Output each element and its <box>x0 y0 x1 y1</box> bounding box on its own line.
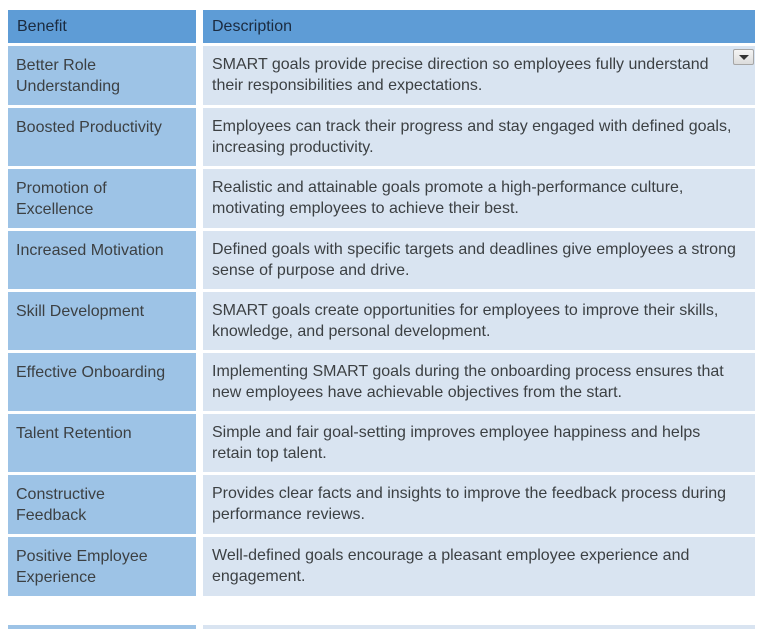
dropdown-button[interactable] <box>733 49 754 65</box>
benefit-cell: Promotion of Excellence <box>8 169 196 228</box>
benefits-table: Benefit Description Better Role Understa… <box>8 10 755 596</box>
description-cell: SMART goals provide precise direction so… <box>203 46 755 105</box>
description-cell: Provides clear facts and insights to imp… <box>203 475 755 534</box>
partial-description-cell <box>203 625 755 629</box>
benefit-cell: Constructive Feedback <box>8 475 196 534</box>
benefit-cell: Skill Development <box>8 292 196 350</box>
description-cell: Well-defined goals encourage a pleasant … <box>203 537 755 596</box>
benefit-cell: Effective Onboarding <box>8 353 196 411</box>
header-cell-description: Description <box>203 10 755 43</box>
benefit-cell: Boosted Productivity <box>8 108 196 166</box>
header-cell-benefit: Benefit <box>8 10 196 43</box>
benefit-cell: Positive Employee Experience <box>8 537 196 596</box>
description-cell: Simple and fair goal-setting improves em… <box>203 414 755 472</box>
description-cell: Realistic and attainable goals promote a… <box>203 169 755 228</box>
benefit-cell: Talent Retention <box>8 414 196 472</box>
caret-down-icon <box>738 54 749 60</box>
benefit-cell: Increased Motivation <box>8 231 196 289</box>
benefit-cell: Better Role Understanding <box>8 46 196 105</box>
description-cell: SMART goals create opportunities for emp… <box>203 292 755 350</box>
partial-next-row <box>8 625 755 629</box>
description-cell: Implementing SMART goals during the onbo… <box>203 353 755 411</box>
description-cell: Defined goals with specific targets and … <box>203 231 755 289</box>
description-cell: Employees can track their progress and s… <box>203 108 755 166</box>
partial-benefit-cell <box>8 625 196 629</box>
